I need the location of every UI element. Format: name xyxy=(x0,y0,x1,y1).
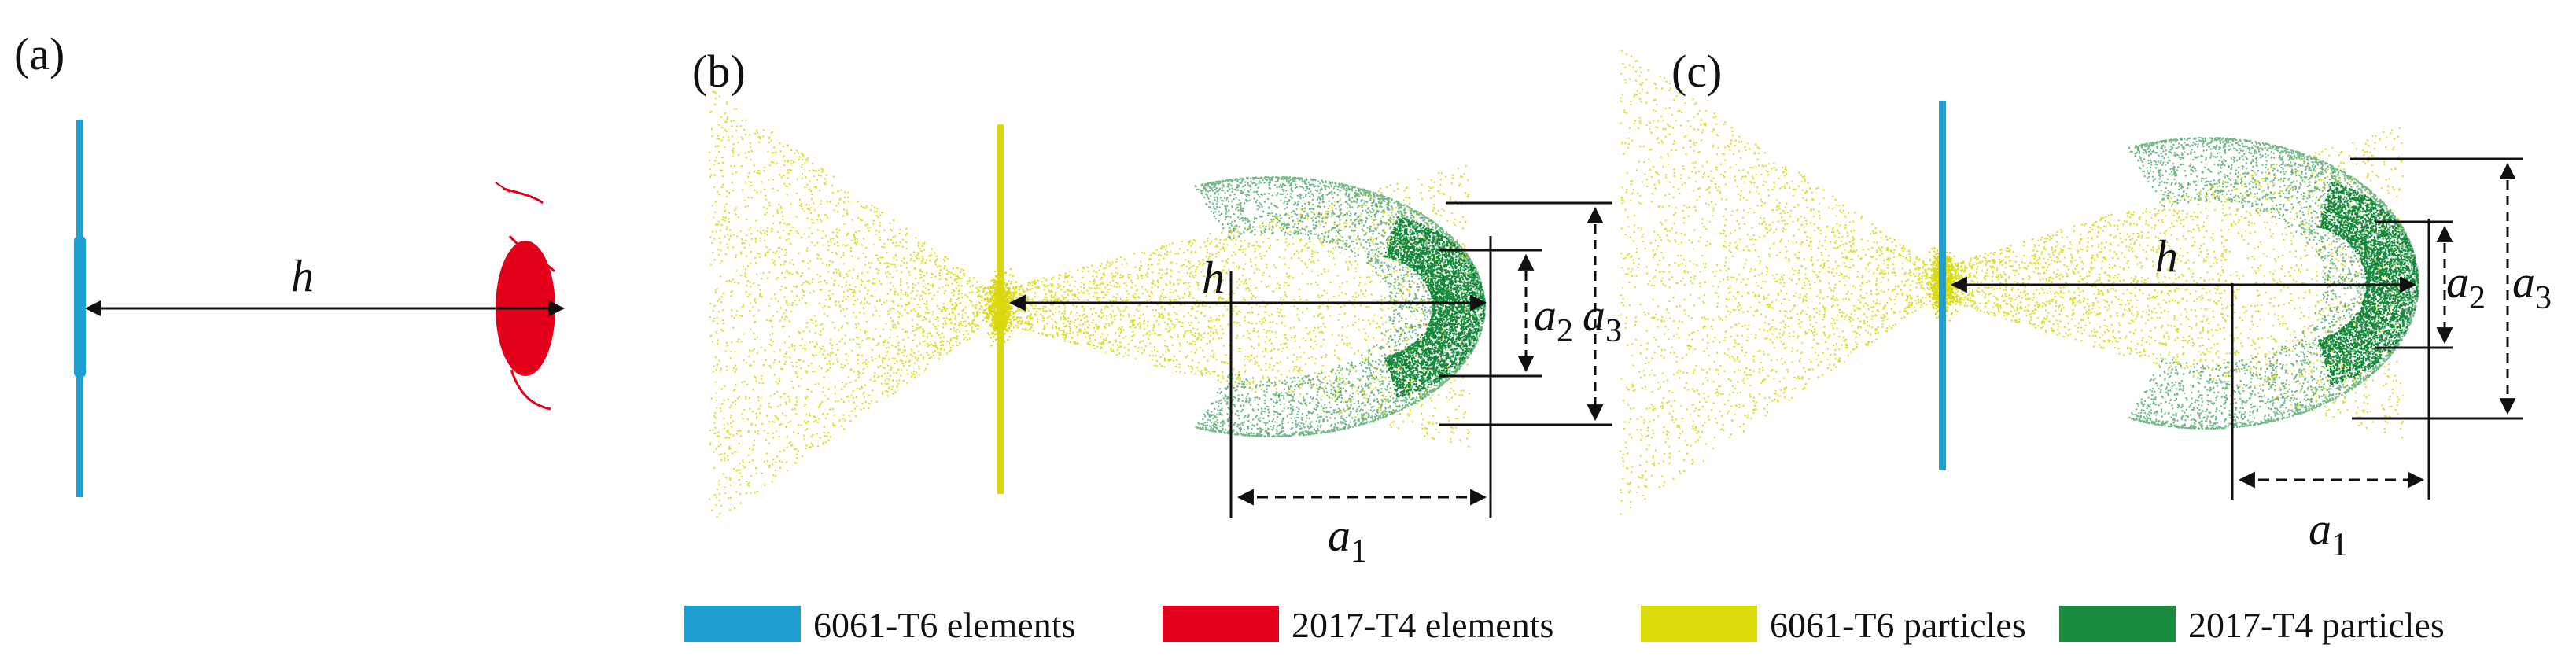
legend-label: 6061-T6 elements xyxy=(813,605,1075,645)
green-particles-shell xyxy=(2128,136,2420,430)
dimension-h-label-c: h xyxy=(2155,230,2178,282)
legend-item: 2017-T4 particles xyxy=(2059,605,2445,645)
legend-swatch xyxy=(1641,606,1757,642)
legend-label: 2017-T4 elements xyxy=(1292,605,1553,645)
legend: 6061-T6 elements 2017-T4 elements 6061-T… xyxy=(684,605,2445,645)
legend-item: 6061-T6 particles xyxy=(1641,605,2026,645)
debris-cloud-c xyxy=(1619,50,2420,515)
panel-a-label: (a) xyxy=(14,28,64,79)
yellow-particles-sparse xyxy=(1619,50,2405,515)
legend-item: 6061-T6 elements xyxy=(684,605,1075,645)
projectile-2017-t4-elements xyxy=(495,182,556,411)
dimension-a2-label-c: a2 xyxy=(2446,256,2486,316)
panel-a: (a) h xyxy=(14,28,566,497)
dimension-a1-label-b: a1 xyxy=(1328,510,1367,570)
plate-c xyxy=(1939,101,1946,470)
panel-c-label: (c) xyxy=(1671,46,1722,97)
legend-swatch xyxy=(1163,606,1279,642)
legend-item: 2017-T4 elements xyxy=(1163,605,1553,645)
panel-c: (c) h a1 a2 a3 xyxy=(1619,46,2552,563)
legend-swatch xyxy=(2059,606,2176,642)
legend-label: 2017-T4 particles xyxy=(2188,605,2445,645)
plate-bulge xyxy=(74,236,86,378)
dimension-h-label-a: h xyxy=(291,250,314,301)
dimension-a3-label-c: a3 xyxy=(2512,256,2552,316)
dimension-a1-label-c: a1 xyxy=(2309,503,2348,563)
dimension-a2-label-b: a2 xyxy=(1534,289,1573,349)
panel-b: (b) h a1 a2 a3 xyxy=(692,46,1622,570)
plate-b xyxy=(997,124,1004,494)
yellow-particles-sparse xyxy=(708,90,1471,518)
dimension-h-label-b: h xyxy=(1202,252,1225,303)
legend-label: 6061-T6 particles xyxy=(1770,605,2026,645)
dimension-a3-label-b: a3 xyxy=(1583,289,1622,349)
debris-cloud-b xyxy=(708,90,1487,518)
panel-b-label: (b) xyxy=(692,46,746,97)
legend-swatch xyxy=(684,606,801,642)
